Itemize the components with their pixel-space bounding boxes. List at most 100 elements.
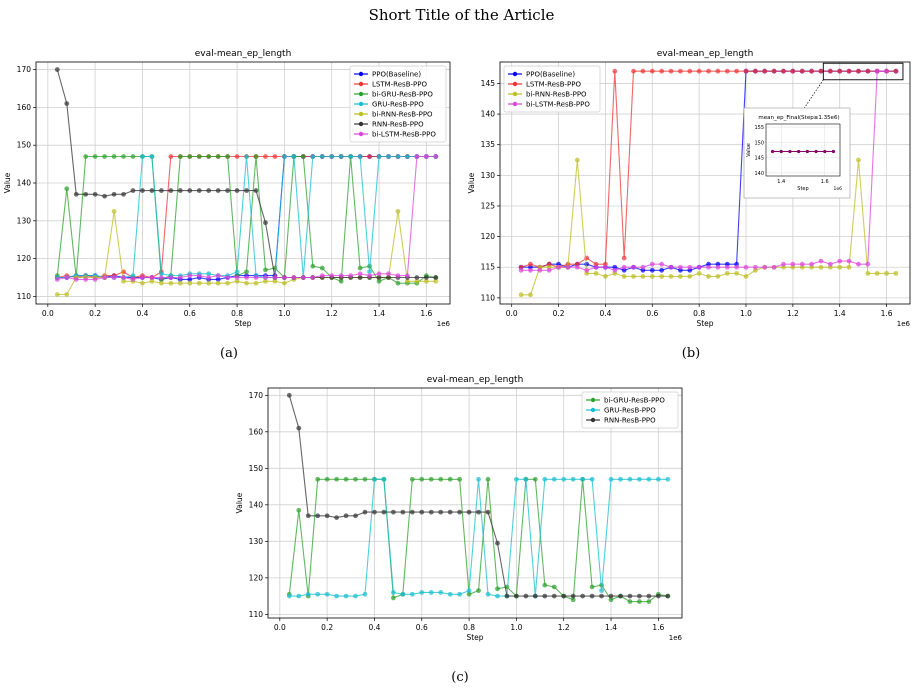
- series-6: [54, 154, 439, 282]
- data-point: [54, 292, 60, 297]
- x-tick-label: 1.0: [510, 623, 522, 632]
- data-point: [263, 220, 268, 226]
- legend-swatch-marker: [512, 91, 518, 97]
- data-point: [618, 593, 623, 599]
- data-point: [348, 154, 354, 159]
- data-point: [348, 273, 354, 279]
- legend-swatch-marker: [358, 91, 364, 97]
- data-point: [438, 476, 444, 482]
- data-point: [495, 540, 500, 546]
- page-title: Short Title of the Article: [368, 6, 555, 24]
- legend-label: bi-GRU-ResB-PPO: [372, 91, 433, 99]
- data-point: [158, 188, 164, 193]
- data-point: [580, 593, 586, 599]
- data-point: [73, 191, 79, 197]
- data-point: [140, 280, 145, 286]
- data-point: [457, 476, 463, 482]
- x-tick-label: 0.0: [506, 309, 518, 318]
- data-point: [724, 264, 730, 270]
- series-1: [286, 476, 671, 599]
- data-point: [121, 154, 126, 159]
- data-point: [865, 261, 871, 267]
- data-point: [130, 154, 136, 159]
- data-point: [140, 154, 145, 159]
- y-tick-label: 115: [481, 263, 496, 272]
- legend-label: LSTM-ResB-PPO: [526, 81, 581, 89]
- data-point: [457, 591, 463, 597]
- data-point: [215, 273, 221, 279]
- data-point: [64, 101, 70, 106]
- x-axis-label: Step: [234, 319, 251, 328]
- data-point: [263, 278, 268, 284]
- data-point: [419, 476, 425, 482]
- data-point: [319, 265, 325, 271]
- data-point: [409, 476, 415, 482]
- data-point: [809, 261, 814, 267]
- data-point: [319, 154, 325, 159]
- data-point: [324, 476, 330, 482]
- data-point: [715, 264, 721, 270]
- data-point: [556, 264, 561, 270]
- inset-y-label: Value: [746, 143, 752, 157]
- y-tick-label: 120: [481, 232, 496, 241]
- data-point: [706, 274, 711, 279]
- data-point: [743, 274, 749, 279]
- data-point: [362, 509, 368, 515]
- data-point: [54, 67, 60, 72]
- data-point: [343, 593, 349, 599]
- data-point: [315, 476, 321, 482]
- data-point: [646, 599, 652, 604]
- data-point: [570, 476, 576, 482]
- data-point: [386, 154, 391, 159]
- data-point: [357, 271, 363, 277]
- data-point: [409, 509, 415, 515]
- data-point: [649, 261, 655, 267]
- data-point: [542, 476, 548, 482]
- data-point: [827, 261, 833, 267]
- inset-x-multiplier: 1e6: [834, 186, 843, 192]
- data-point: [724, 68, 730, 74]
- chart-title: eval-mean_ep_length: [657, 49, 754, 59]
- data-point: [111, 208, 117, 214]
- legend-label: bi-LSTM-ResB-PPO: [372, 131, 436, 139]
- zoom-connector: [802, 79, 824, 111]
- data-point: [158, 280, 164, 286]
- inset-data-point: [788, 149, 792, 154]
- data-point: [589, 476, 595, 482]
- data-point: [752, 264, 758, 270]
- legend-swatch-marker: [358, 71, 364, 77]
- data-point: [324, 591, 330, 597]
- data-point: [874, 68, 880, 74]
- data-point: [315, 513, 321, 519]
- x-axis-multiplier: 1e6: [437, 320, 451, 328]
- data-point: [376, 278, 382, 284]
- inset-y-tick-label: 145: [754, 156, 764, 162]
- data-point: [414, 275, 420, 280]
- caption-b: (b): [681, 346, 701, 361]
- data-point: [706, 264, 711, 270]
- data-point: [570, 593, 576, 599]
- inset-data-point: [770, 149, 775, 154]
- data-point: [381, 476, 387, 482]
- data-point: [818, 264, 824, 270]
- data-point: [618, 476, 623, 482]
- data-point: [234, 269, 240, 275]
- data-point: [734, 68, 740, 74]
- data-point: [338, 273, 344, 279]
- data-point: [419, 590, 425, 595]
- x-axis-label: Step: [696, 319, 713, 328]
- data-point: [282, 280, 287, 286]
- data-point: [92, 191, 98, 197]
- data-point: [447, 591, 453, 597]
- inset-title: mean_ep_Final(Step≥1.35e6): [758, 115, 839, 121]
- data-point: [528, 261, 533, 267]
- y-tick-label: 160: [17, 103, 32, 112]
- data-point: [130, 273, 136, 279]
- data-point: [627, 476, 633, 482]
- data-point: [476, 476, 481, 482]
- data-point: [206, 154, 212, 159]
- y-tick-label: 110: [249, 610, 264, 619]
- x-tick-label: 1.4: [373, 309, 385, 318]
- x-tick-label: 1.2: [558, 623, 570, 632]
- data-point: [253, 280, 259, 286]
